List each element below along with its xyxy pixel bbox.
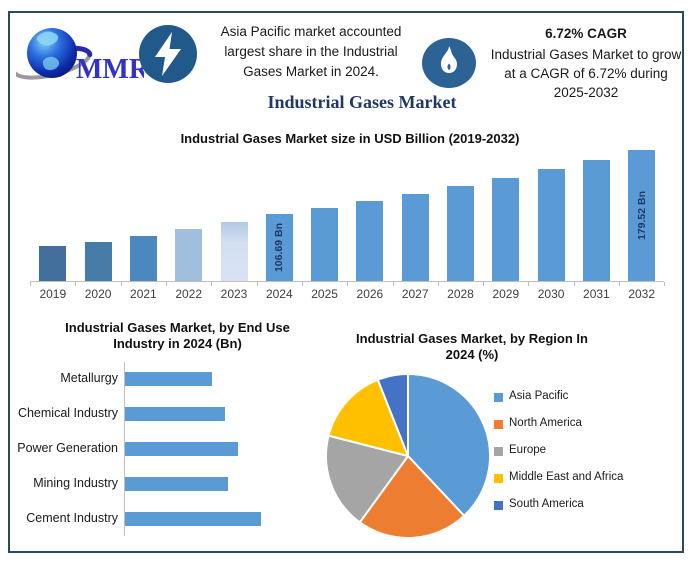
market-size-bar bbox=[582, 160, 610, 281]
mmr-logo: MMR bbox=[16, 28, 144, 85]
x-axis-label: 2020 bbox=[84, 287, 112, 301]
end-use-chart-title: Industrial Gases Market, by End Use Indu… bbox=[65, 320, 290, 351]
lightning-icon bbox=[139, 25, 197, 83]
x-axis-line bbox=[30, 281, 664, 282]
x-axis-tick bbox=[301, 282, 303, 286]
category-label: Cement Industry bbox=[26, 511, 118, 525]
bar-value-label: 179.52 Bn bbox=[628, 150, 655, 281]
x-axis-tick bbox=[256, 282, 258, 286]
bar-value-label: 106.69 Bn bbox=[266, 214, 293, 281]
pie-slice-north-america bbox=[358, 455, 466, 539]
x-axis-tick bbox=[392, 282, 394, 286]
pie-slice-europe bbox=[325, 434, 409, 524]
market-size-bar bbox=[175, 229, 203, 281]
legend-label: South America bbox=[509, 498, 584, 510]
category-label: Mining Industry bbox=[33, 476, 118, 490]
market-size-bar bbox=[220, 222, 248, 281]
category-label: Metallurgy bbox=[60, 371, 118, 385]
page-title: Industrial Gases Market bbox=[267, 92, 457, 112]
legend-swatch bbox=[494, 393, 503, 402]
cagr-heading: 6.72% CAGR bbox=[545, 26, 627, 41]
category-label: Chemical Industry bbox=[17, 406, 118, 420]
market-size-bar bbox=[401, 193, 429, 281]
logo-text: MMR bbox=[76, 54, 144, 85]
x-axis-label: 2021 bbox=[130, 287, 157, 301]
x-axis-tick bbox=[573, 282, 575, 286]
end-use-bar bbox=[125, 477, 228, 491]
flame-icon bbox=[422, 38, 476, 88]
x-axis-tick bbox=[664, 282, 666, 286]
x-axis-tick bbox=[75, 282, 77, 286]
x-axis-label: 2022 bbox=[175, 287, 203, 301]
x-axis-label: 2026 bbox=[356, 287, 384, 301]
legend-label: North America bbox=[509, 417, 582, 429]
globe-continent bbox=[36, 31, 59, 46]
x-axis-label: 2028 bbox=[447, 287, 474, 301]
x-axis-label: 2029 bbox=[492, 287, 520, 301]
cagr-block: 6.72% CAGR Industrial Gases Market to gr… bbox=[487, 24, 685, 102]
highlight-text: Asia Pacific market accounted largest sh… bbox=[220, 24, 402, 79]
category-label: Power Generation bbox=[17, 441, 118, 455]
market-size-bar bbox=[537, 169, 565, 281]
legend-swatch bbox=[494, 420, 503, 429]
legend-swatch bbox=[494, 474, 503, 483]
legend-label: Middle East and Africa bbox=[509, 471, 624, 483]
market-size-bar bbox=[84, 241, 112, 281]
bar-value-text: 106.69 Bn bbox=[273, 222, 286, 272]
legend-swatch bbox=[494, 447, 503, 456]
pie-slice-middle-east-and-africa bbox=[327, 378, 409, 457]
globe-continent bbox=[42, 56, 60, 71]
pie-slice-south-america bbox=[376, 373, 409, 457]
x-axis-tick bbox=[166, 282, 167, 286]
x-axis-label: 2030 bbox=[537, 287, 565, 301]
x-axis-label: 2025 bbox=[311, 287, 338, 301]
x-axis-tick bbox=[211, 282, 213, 286]
cagr-detail: Industrial Gases Market to grow at a CAG… bbox=[490, 47, 682, 100]
x-axis-label: 2019 bbox=[39, 287, 67, 301]
region-chart-title: Industrial Gases Market, by Region In 20… bbox=[356, 331, 588, 362]
x-axis-tick bbox=[347, 282, 349, 286]
x-axis-tick bbox=[120, 282, 122, 286]
end-use-bar bbox=[125, 512, 262, 526]
region-pie-chart bbox=[325, 373, 491, 539]
market-size-bar bbox=[129, 235, 157, 281]
end-use-bar bbox=[125, 407, 225, 421]
legend-swatch bbox=[494, 501, 503, 510]
bar-value-text: 179.52 Bn bbox=[635, 191, 648, 241]
legend-label: Asia Pacific bbox=[509, 390, 569, 402]
x-axis-label: 2024 bbox=[265, 287, 293, 301]
x-axis-label: 2023 bbox=[220, 287, 248, 301]
x-axis-tick bbox=[619, 282, 620, 286]
x-axis-label: 2032 bbox=[628, 287, 656, 301]
x-axis-tick bbox=[30, 282, 32, 286]
x-axis-label: 2027 bbox=[401, 287, 429, 301]
outer-border bbox=[8, 11, 684, 553]
x-axis-label: 2031 bbox=[583, 287, 610, 301]
market-size-bar bbox=[492, 178, 520, 281]
market-size-bar bbox=[265, 213, 293, 281]
market-size-chart-title: Industrial Gases Market size in USD Bill… bbox=[180, 131, 520, 146]
x-axis-tick bbox=[528, 282, 530, 286]
end-use-bar bbox=[125, 442, 238, 456]
x-axis-tick bbox=[437, 282, 439, 286]
end-use-bar bbox=[125, 372, 213, 386]
market-size-bar bbox=[447, 186, 474, 281]
market-size-bar bbox=[39, 246, 67, 281]
x-axis-tick bbox=[483, 282, 485, 286]
market-size-bar bbox=[356, 200, 384, 281]
y-axis-line bbox=[124, 362, 125, 536]
pie-slice-asia-pacific bbox=[407, 373, 491, 517]
market-size-bar bbox=[628, 150, 656, 281]
market-size-bar bbox=[311, 207, 339, 281]
legend-label: Europe bbox=[509, 444, 547, 456]
